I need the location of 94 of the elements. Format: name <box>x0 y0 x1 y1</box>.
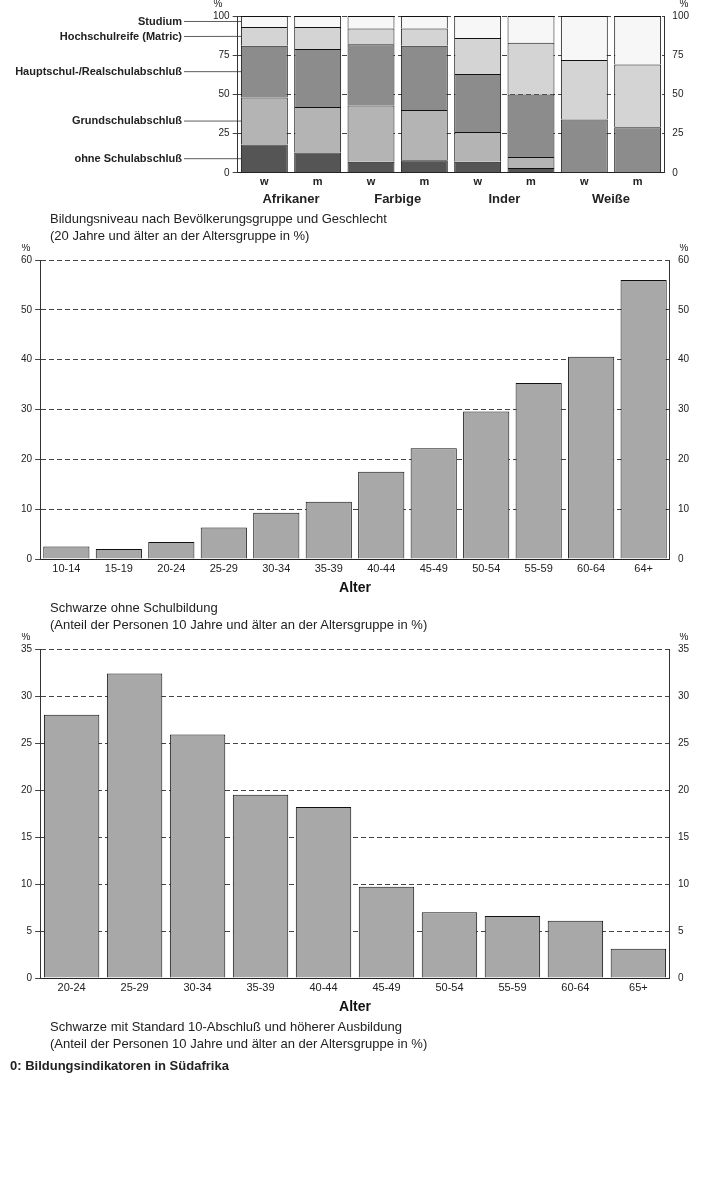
y-tick-label: 50 <box>218 88 231 100</box>
y-tick-label: 25 <box>21 736 33 748</box>
text: Schwarze mit Standard 10-Abschluß und höherer Ausbildung <box>50 1018 403 1035</box>
x-tick-label: 55-59 <box>498 980 527 993</box>
x-tick-label: m <box>312 175 323 188</box>
x-tick-label: m <box>419 175 430 188</box>
y2-tick-label: 35 <box>677 642 690 654</box>
x-tick-label: 25-29 <box>120 980 149 993</box>
x-tick-label: 20-24 <box>57 980 86 993</box>
y-tick-label: 0 <box>26 552 33 564</box>
text: (20 Jahre und älter an der Altersgruppe in %) <box>50 228 310 243</box>
y2-tick-label: 25 <box>677 736 690 748</box>
x-tick-label: w <box>259 175 270 188</box>
x-tick-label: m <box>632 175 643 188</box>
y2-axis-title: % <box>679 630 689 642</box>
y-tick-label: 15 <box>21 830 33 842</box>
y2-axis-title: % <box>679 241 689 253</box>
y-tick-label: 0 <box>26 971 33 983</box>
x-tick-label: 60-64 <box>577 561 606 574</box>
x-tick-label: 45-49 <box>419 561 448 574</box>
text: ohne Schulabschluß <box>74 151 183 164</box>
y-tick-label: 5 <box>26 924 33 936</box>
text: Schwarze ohne Schulbildung <box>50 599 219 616</box>
x-tick-label: 55-59 <box>524 561 553 574</box>
x-tick-label: 15-19 <box>104 561 133 574</box>
x-tick-label: 10-14 <box>52 561 81 574</box>
y-axis-title: % <box>21 630 31 642</box>
text: Weiße <box>591 191 631 207</box>
y2-tick-label: 0 <box>677 552 684 564</box>
x-tick-label: 35-39 <box>314 561 343 574</box>
text: (Anteil der Personen 10 Jahre und älter an der Altersgruppe in %) <box>50 617 428 632</box>
y2-tick-label: 10 <box>677 877 690 889</box>
y-tick-label: 75 <box>218 48 231 60</box>
y2-tick-label: 25 <box>672 127 684 139</box>
y2-tick-label: 0 <box>672 166 679 178</box>
y-tick-label: 10 <box>21 877 33 889</box>
y2-tick-label: 0 <box>677 971 684 983</box>
y2-tick-label: 20 <box>677 783 690 795</box>
y-tick-label: 25 <box>218 127 231 139</box>
x-tick-label: 50-54 <box>472 561 501 574</box>
x-tick-label: w <box>579 175 590 188</box>
y2-tick-label: 40 <box>677 353 690 365</box>
x-axis-title: Alter <box>339 998 372 1015</box>
y-tick-label: 35 <box>21 642 33 654</box>
y-axis-title: % <box>21 241 31 253</box>
x-tick-label: 40-44 <box>309 980 338 993</box>
text: (Anteil der Personen 10 Jahre und älter an der Altersgruppe in %) <box>50 1035 429 1052</box>
text: Hochschulreife (Matric) <box>59 29 183 42</box>
y-axis-title: % <box>213 0 223 9</box>
x-tick-label: 50-54 <box>435 980 464 993</box>
y-tick-label: 100 <box>213 9 231 21</box>
text: Inder <box>488 191 521 207</box>
y-tick-label: 20 <box>21 453 33 465</box>
y-tick-label: 50 <box>21 303 33 315</box>
text: Farbige <box>374 191 422 207</box>
x-tick-label: 30-34 <box>183 980 212 993</box>
y2-tick-label: 20 <box>677 453 690 465</box>
x-tick-label: 64+ <box>634 561 653 574</box>
text: 0: Bildungsindikatoren in Südafrika <box>10 1058 230 1073</box>
y-tick-label: 0 <box>224 166 231 178</box>
y-tick-label: 30 <box>21 689 33 701</box>
text: Grundschulabschluß <box>71 114 183 127</box>
x-tick-label: 60-64 <box>561 980 590 993</box>
text: Hauptschul-/Realschulabschluß <box>15 64 183 77</box>
x-axis-title: Alter <box>339 579 372 596</box>
x-tick-label: 25-29 <box>209 561 238 574</box>
y2-tick-label: 50 <box>677 303 690 315</box>
y2-tick-label: 50 <box>672 88 684 100</box>
x-tick-label: 20-24 <box>157 561 186 574</box>
y2-tick-label: 15 <box>677 830 690 842</box>
x-tick-label: m <box>526 175 537 188</box>
y2-tick-label: 60 <box>677 253 690 265</box>
y-tick-label: 30 <box>21 403 33 415</box>
y-tick-label: 60 <box>21 253 33 265</box>
x-tick-label: 65+ <box>629 980 648 993</box>
x-tick-label: 35-39 <box>246 980 275 993</box>
y2-tick-label: 75 <box>672 48 684 60</box>
y2-axis-title: % <box>679 0 689 9</box>
y2-tick-label: 10 <box>677 502 690 514</box>
text: Afrikaner <box>262 191 320 207</box>
x-tick-label: w <box>472 175 483 188</box>
y2-tick-label: 30 <box>677 689 690 701</box>
x-tick-label: 45-49 <box>372 980 401 993</box>
y-tick-label: 40 <box>21 353 33 365</box>
y2-tick-label: 30 <box>677 403 690 415</box>
x-tick-label: w <box>365 175 376 188</box>
text: Bildungsniveau nach Bevölkerungsgruppe und Geschlecht <box>50 210 388 227</box>
y-tick-label: 10 <box>21 502 33 514</box>
x-tick-label: 40-44 <box>367 561 396 574</box>
y2-tick-label: 5 <box>677 924 684 936</box>
y-tick-label: 20 <box>21 783 33 795</box>
x-tick-label: 30-34 <box>262 561 291 574</box>
y2-tick-label: 100 <box>672 9 690 21</box>
text: Studium <box>138 14 183 27</box>
